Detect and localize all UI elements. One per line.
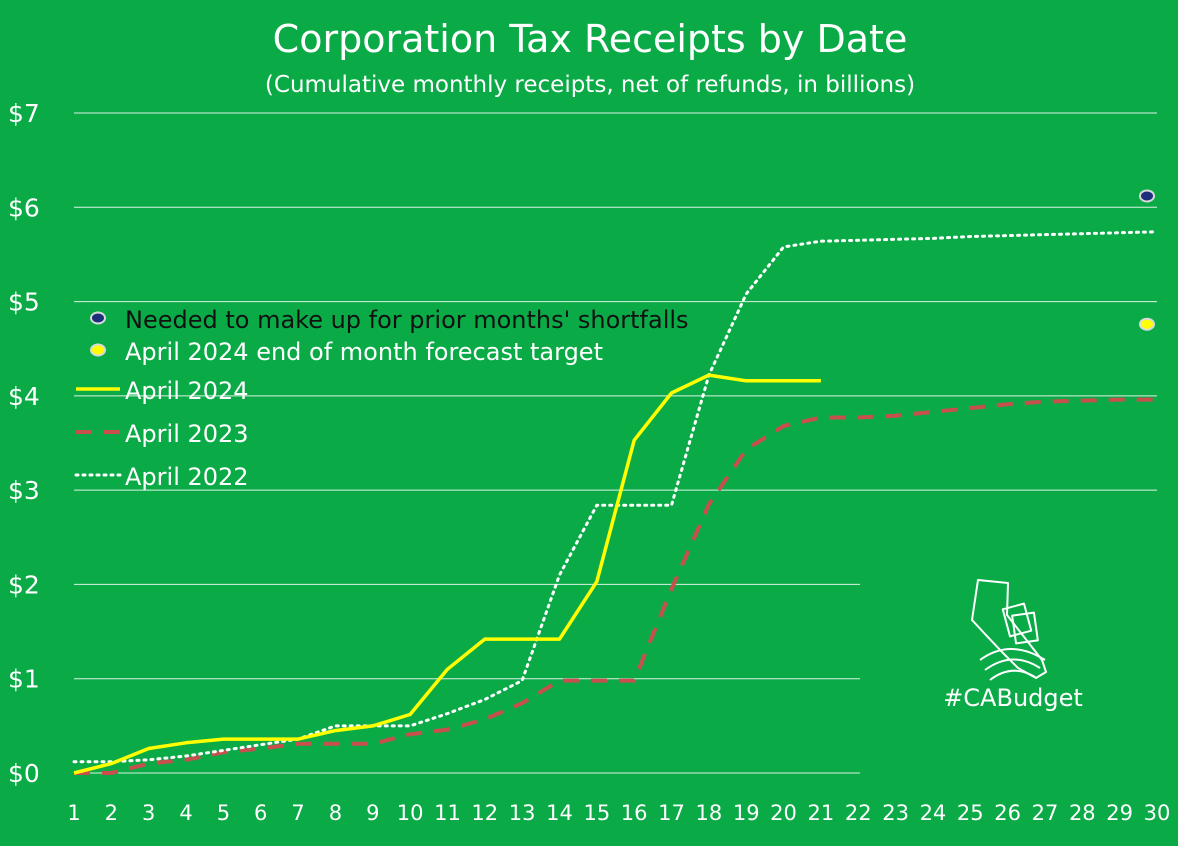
series-lines [72,230,1159,775]
x-tick-label: 14 [546,801,573,825]
x-tick-label: 25 [957,801,984,825]
x-tick-label: 9 [366,801,379,825]
y-tick-label: $4 [8,382,40,411]
x-tick-label: 2 [105,801,118,825]
x-tick-label: 7 [291,801,304,825]
legend-label: April 2022 [125,463,249,491]
y-tick-label: $7 [8,99,40,128]
x-tick-label: 5 [217,801,230,825]
x-axis-ticks: 1 2 3 4 5 6 7 8 9 10 11 12 13 14 15 16 17 18 19 20 21 22 23 24 2… [67,801,1170,825]
y-tick-label: $0 [8,759,40,788]
y-tick-label: $3 [8,476,40,505]
series-line-april-2024 [73,373,821,775]
x-tick-label: 19 [733,801,760,825]
cabudget-logo: #CABudget [943,579,1083,712]
y-tick-label: $2 [8,570,40,599]
x-tick-label: 22 [845,801,872,825]
forecast-target-marker [1139,317,1155,331]
y-axis-ticks: $0 $1 $2 $3 $4 $5 $6 $7 [8,99,40,788]
y-tick-label: $5 [8,288,40,317]
legend-label: April 2024 [125,377,249,405]
x-tick-label: 10 [397,801,424,825]
x-tick-label: 15 [583,801,610,825]
x-tick-label: 20 [770,801,797,825]
x-tick-label: 24 [920,801,947,825]
x-tick-label: 11 [434,801,461,825]
x-tick-label: 17 [658,801,685,825]
x-tick-label: 26 [994,801,1021,825]
legend-marker [90,343,106,357]
x-tick-label: 18 [695,801,722,825]
series-line-april-2023 [74,397,1157,775]
legend-label: April 2023 [125,420,249,448]
x-tick-label: 23 [882,801,909,825]
needed-marker [1139,189,1155,203]
x-tick-label: 16 [621,801,648,825]
x-tick-label: 13 [509,801,536,825]
x-tick-label: 1 [67,801,80,825]
y-tick-label: $1 [8,665,40,694]
x-tick-label: 21 [808,801,835,825]
gridlines [74,112,1157,774]
x-tick-label: 27 [1032,801,1059,825]
x-tick-label: 29 [1106,801,1133,825]
legend-label: April 2024 end of month forecast target [125,338,603,366]
legend-label: Needed to make up for prior months' shor… [125,306,689,334]
california-budget-icon [971,579,1047,681]
x-tick-label: 30 [1144,801,1171,825]
x-tick-label: 3 [142,801,155,825]
chart-title: Corporation Tax Receipts by Date [273,17,908,61]
logo-text: #CABudget [943,684,1083,712]
x-tick-label: 12 [471,801,498,825]
y-tick-label: $6 [8,193,40,222]
x-tick-label: 4 [179,801,192,825]
x-tick-label: 28 [1069,801,1096,825]
target-markers [1139,189,1155,331]
legend: Needed to make up for prior months' shor… [74,306,689,491]
chart-subtitle: (Cumulative monthly receipts, net of ref… [265,72,915,98]
x-tick-label: 6 [254,801,267,825]
legend-marker [90,311,106,325]
x-tick-label: 8 [329,801,342,825]
